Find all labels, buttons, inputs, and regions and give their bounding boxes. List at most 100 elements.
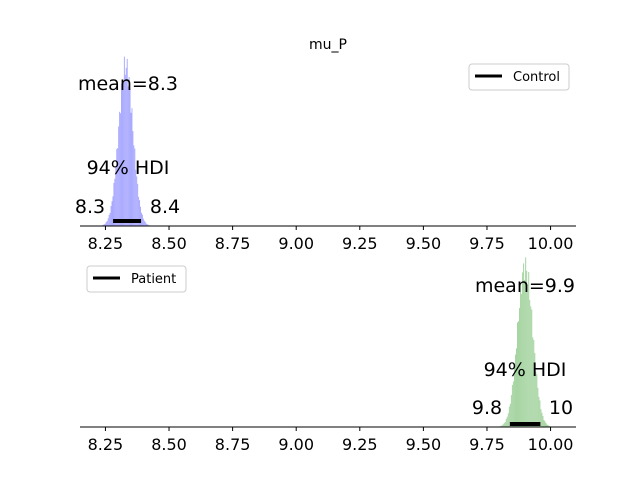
histogram-bar — [129, 88, 131, 226]
histogram-bar — [514, 354, 516, 427]
hdi-low-label-patient: 9.8 — [472, 397, 502, 419]
histogram-bar — [508, 406, 510, 427]
histogram-bar — [107, 218, 109, 226]
histogram-bar — [103, 224, 105, 226]
histogram-bar — [102, 224, 104, 226]
histogram-bar — [505, 418, 507, 427]
histogram-bar — [146, 224, 148, 226]
histogram-bar — [116, 149, 118, 226]
histogram-bar — [542, 415, 544, 427]
histogram-bar — [530, 306, 532, 427]
x-tick-label: 9.50 — [406, 435, 442, 454]
histogram-bar — [529, 299, 531, 427]
histogram-bar — [500, 425, 502, 427]
histogram-bar — [132, 131, 134, 226]
histogram-bar — [531, 309, 533, 427]
x-tick-label: 9.25 — [342, 435, 378, 454]
histogram-bar — [115, 167, 117, 226]
histogram-bar — [539, 400, 541, 427]
histogram-bar — [112, 196, 114, 226]
histogram-bar — [110, 206, 112, 226]
histogram-bar — [523, 263, 525, 427]
legend-control: Control — [468, 63, 570, 91]
x-tick-label: 8.50 — [151, 435, 187, 454]
histogram-bar — [121, 83, 123, 226]
histogram-bar — [525, 257, 527, 427]
histogram-bar — [105, 221, 107, 226]
histogram-bar — [504, 421, 506, 427]
histogram-bar — [520, 283, 522, 427]
mean-label-control: mean=8.3 — [78, 73, 178, 95]
histogram-bar — [513, 363, 515, 427]
histogram-bar — [519, 308, 521, 427]
histogram-bar — [524, 279, 526, 427]
histogram-bar — [124, 74, 126, 226]
histogram-bar — [518, 321, 520, 427]
histogram-bar — [545, 423, 547, 427]
histogram-bar — [541, 412, 543, 427]
histogram-bar — [113, 182, 115, 226]
x-tick-label: 8.25 — [88, 234, 124, 253]
histogram-bar — [114, 178, 116, 226]
histogram-bar — [106, 220, 108, 226]
histogram-bar — [121, 83, 122, 227]
chart-title: mu_P — [309, 37, 347, 53]
histogram-bar — [123, 56, 125, 227]
histogram-bar — [122, 82, 124, 227]
histogram-bar — [534, 353, 536, 427]
histogram-bar — [526, 270, 528, 427]
panel-patient: 8.25 8.50 8.75 9.00 9.25 9.50 9.75 10.00 mean=9… — [80, 257, 576, 454]
x-tick-label: 8.75 — [215, 234, 251, 253]
x-tick-label: 9.75 — [469, 435, 505, 454]
histogram-bar — [546, 424, 548, 427]
histogram-bar — [502, 424, 504, 427]
histogram-bar — [538, 396, 540, 427]
histogram-bar — [144, 221, 146, 226]
histogram-bar — [511, 384, 513, 427]
histogram-bar — [507, 413, 509, 427]
mean-label-patient: mean=9.9 — [475, 275, 575, 297]
histogram-bar — [118, 126, 120, 226]
hdi-label-patient: 94% HDI — [484, 359, 567, 381]
histogram-patient — [499, 257, 552, 427]
histogram-bar — [512, 381, 514, 427]
histogram-bar — [142, 218, 144, 226]
histogram-bar — [119, 111, 121, 226]
x-tick-label: 8.25 — [88, 435, 124, 454]
histogram-bar — [503, 423, 505, 427]
histogram-bar — [130, 112, 132, 226]
histogram-bar — [138, 196, 140, 226]
x-tick-label: 8.75 — [215, 435, 251, 454]
histogram-bar — [522, 272, 524, 427]
histogram-bar — [543, 419, 545, 427]
histogram-bar — [131, 108, 133, 226]
histogram-bar — [501, 425, 503, 427]
histogram-bar — [516, 322, 519, 427]
histogram-bar — [527, 284, 529, 427]
histogram-bar — [117, 148, 119, 226]
histogram-bar — [537, 387, 539, 427]
histogram-bar — [141, 214, 143, 226]
legend-patient: Patient — [86, 265, 187, 293]
histogram-bar — [104, 223, 106, 226]
histogram-bar — [536, 374, 538, 427]
histogram-bar — [145, 223, 147, 226]
histogram-bar — [140, 212, 142, 226]
histogram-bar — [111, 201, 113, 226]
histogram-bar — [135, 169, 137, 226]
histogram-bar — [548, 425, 550, 427]
x-tick-label: 9.25 — [342, 234, 378, 253]
histogram-bar — [521, 293, 523, 427]
x-ticks-patient: 8.25 8.50 8.75 9.00 9.25 9.50 9.75 10.00 — [88, 427, 573, 454]
histogram-bar — [547, 425, 549, 427]
histogram-bar — [544, 421, 546, 427]
histogram-bar — [120, 113, 122, 226]
histogram-bar — [147, 224, 149, 226]
histogram-bar — [506, 416, 508, 427]
x-tick-label: 9.75 — [469, 234, 505, 253]
x-tick-label: 9.00 — [278, 435, 314, 454]
histogram-bar — [128, 76, 130, 227]
histogram-bar — [133, 145, 135, 226]
x-tick-label: 9.00 — [278, 234, 314, 253]
